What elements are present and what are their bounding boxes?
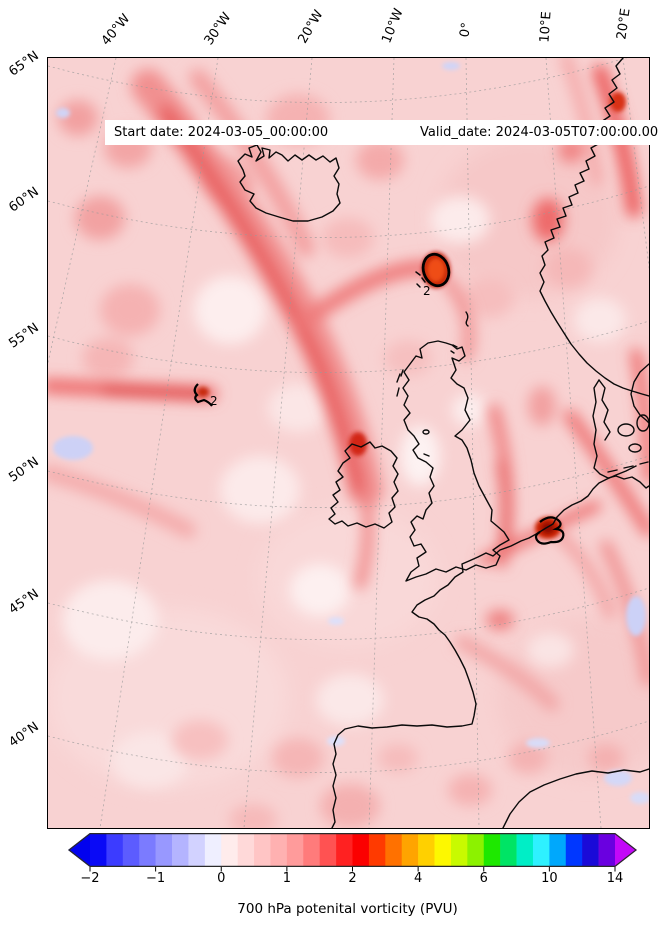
lat-tick-label: 55°N bbox=[6, 320, 42, 352]
colorbar-segment bbox=[352, 833, 370, 867]
pv-low-patches bbox=[62, 122, 626, 788]
colorbar-segment bbox=[500, 833, 517, 867]
colorbar-segment bbox=[106, 833, 124, 867]
coast-continental-europe bbox=[331, 465, 637, 828]
coast-isle-of-man bbox=[422, 429, 430, 435]
coast-anglesey bbox=[423, 453, 430, 457]
lat-tick-label: 50°N bbox=[6, 454, 42, 486]
colorbar-segment bbox=[172, 833, 189, 867]
contour-squiggle-channel bbox=[534, 516, 565, 545]
coast-danish-island bbox=[617, 423, 635, 437]
lon-tick-label: 10°E bbox=[537, 10, 555, 44]
colorbar-segment bbox=[303, 833, 320, 867]
colorbar-tick-label: 6 bbox=[479, 871, 488, 886]
colorbar-segment bbox=[450, 833, 468, 867]
colorbar-segment bbox=[155, 833, 173, 867]
colorbar-tick-label: 0 bbox=[217, 871, 226, 886]
colorbar-segment bbox=[319, 833, 337, 867]
colorbar-segment bbox=[286, 833, 304, 867]
colorbar-tick-label: 1 bbox=[282, 871, 292, 886]
colorbar-segment bbox=[385, 833, 403, 867]
graticule bbox=[48, 58, 649, 828]
coast-orkney bbox=[450, 344, 458, 354]
colorbar-outline bbox=[68, 833, 637, 867]
lat-tick-label: 45°N bbox=[6, 586, 42, 618]
lon-tick-label: 30°W bbox=[201, 9, 235, 49]
colorbar-tick-label: −2 bbox=[80, 871, 100, 886]
colorbar-segment bbox=[401, 833, 419, 867]
coast-mediterranean bbox=[502, 768, 649, 828]
colorbar-segment bbox=[270, 833, 288, 867]
colorbar-segment bbox=[582, 833, 599, 867]
date-annotation-bar: Start date: 2024-03-05_00:00:00 Valid_da… bbox=[105, 120, 659, 145]
colorbar-tick-label: 4 bbox=[413, 871, 423, 886]
colorbar-segment bbox=[598, 833, 616, 867]
contour-ring-2pvu bbox=[421, 252, 451, 288]
colorbar-segment bbox=[254, 833, 271, 867]
map-axes: 2 2 Start date: 2024-03-05_00:00:00 Vali… bbox=[47, 57, 659, 829]
colorbar-segment bbox=[434, 833, 452, 867]
colorbar-tick-label: −1 bbox=[146, 871, 166, 886]
coast-sweden bbox=[630, 363, 649, 424]
colorbar-caption: 700 hPa potenital vorticity (PVU) bbox=[237, 901, 458, 917]
colorbar-segment bbox=[336, 833, 353, 867]
contour-label-2: 2 bbox=[210, 394, 218, 408]
colorbar-tick-label: 14 bbox=[606, 871, 624, 886]
coast-faroe-islands bbox=[415, 271, 426, 288]
lat-tick-label: 40°N bbox=[6, 719, 42, 751]
lon-tick-label: 20°E bbox=[614, 7, 634, 41]
coast-shetland bbox=[465, 311, 469, 327]
colorbar-segment bbox=[122, 833, 140, 867]
negative-pv-patches bbox=[53, 62, 649, 804]
colorbar-segment bbox=[368, 833, 386, 867]
colorbar-segment bbox=[418, 833, 435, 867]
lat-tick-label: 65°N bbox=[6, 48, 42, 80]
coast-iceland bbox=[237, 144, 341, 222]
colorbar-segment bbox=[483, 833, 501, 867]
valid-date-text: Valid_date: 2024-03-05T07:00:00.00 bbox=[420, 125, 659, 140]
coast-norway bbox=[539, 58, 649, 397]
colorbar-left-arrow bbox=[68, 833, 90, 867]
colorbar-segment bbox=[221, 833, 238, 867]
lat-tick-label: 60°N bbox=[6, 184, 42, 216]
colorbar-segments bbox=[90, 833, 616, 867]
colorbar-tick-label: 2 bbox=[348, 871, 357, 886]
pv-map: 2 2 bbox=[48, 58, 649, 828]
colorbar-segment bbox=[565, 833, 583, 867]
coastlines bbox=[237, 58, 649, 828]
colorbar-segment bbox=[516, 833, 534, 867]
colorbar-segment bbox=[467, 833, 485, 867]
colorbar-segment bbox=[532, 833, 550, 867]
colorbar-segment bbox=[188, 833, 206, 867]
colorbar-segment bbox=[549, 833, 567, 867]
lon-tick-label: 0° bbox=[457, 21, 475, 39]
coast-great-britain bbox=[402, 340, 510, 582]
lon-tick-label: 10°W bbox=[379, 6, 407, 46]
contour-label-2: 2 bbox=[423, 284, 431, 298]
contour-squiggle-west bbox=[193, 383, 213, 407]
colorbar bbox=[68, 833, 637, 872]
coast-hebrides bbox=[396, 369, 404, 397]
lon-tick-label: 40°W bbox=[98, 11, 134, 49]
colorbar-segment bbox=[139, 833, 156, 867]
colorbar-segment bbox=[237, 833, 255, 867]
coast-ireland bbox=[328, 441, 399, 529]
contour-labels: 2 2 bbox=[210, 284, 431, 408]
colorbar-right-arrow bbox=[615, 833, 637, 867]
colorbar-segment bbox=[90, 833, 107, 867]
coast-jutland-east bbox=[598, 379, 611, 441]
pv-contours bbox=[193, 252, 565, 545]
lon-tick-label: 20°W bbox=[295, 7, 327, 47]
colorbar-tick-label: 10 bbox=[541, 871, 558, 886]
start-date-text: Start date: 2024-03-05_00:00:00 bbox=[114, 125, 329, 140]
coast-danish-island bbox=[636, 414, 649, 432]
pv-mid-blobs bbox=[48, 94, 624, 828]
colorbar-segment bbox=[204, 833, 222, 867]
coast-danish-island bbox=[628, 443, 642, 453]
colorbar-tick-marks bbox=[89, 867, 616, 872]
coast-jutland bbox=[592, 379, 649, 489]
coast-frisian-islands bbox=[607, 461, 649, 473]
